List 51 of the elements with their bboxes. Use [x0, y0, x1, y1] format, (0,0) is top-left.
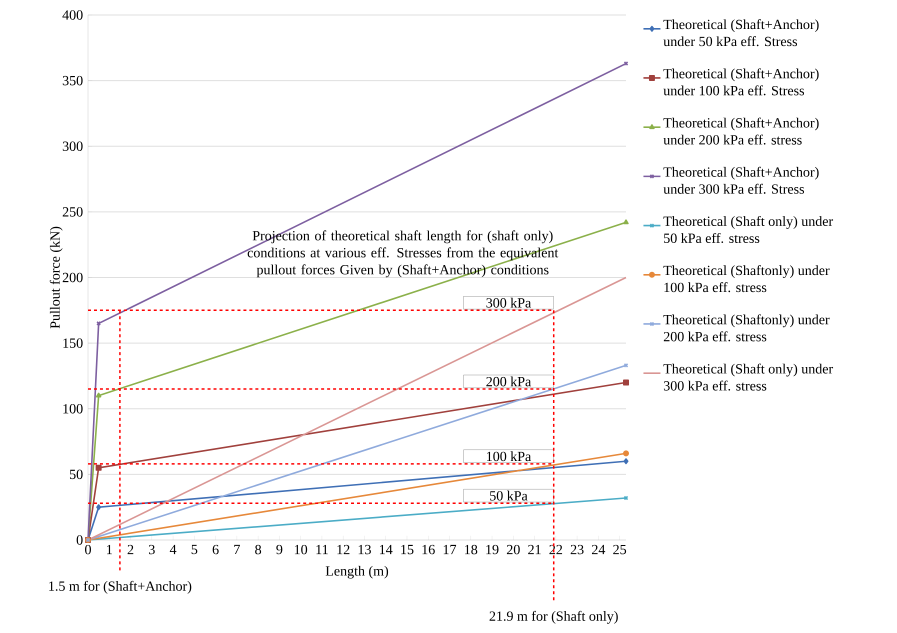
x-tick-label: 3: [148, 544, 155, 554]
x-tick-label: 18: [465, 544, 478, 554]
y-tick-label: 250: [62, 207, 83, 217]
x-tick-label: 2: [128, 544, 134, 554]
x-tick-label: 13: [358, 544, 371, 554]
y-tick-label: 350: [62, 76, 83, 86]
x-tick-label: 6: [212, 544, 219, 554]
x-tick-label: 21: [528, 544, 541, 554]
x-tick-label: 1: [107, 544, 112, 554]
legend-label: Theoretical (Shaft+Anchor) under 50 kPa eff. Stress: [663, 19, 819, 46]
y-axis-title: Pullout force (kN): [50, 226, 63, 328]
ref-line-label: 1.5 m for (Shaft+Anchor): [49, 580, 192, 594]
ref-line-label: 300 kPa: [486, 298, 532, 308]
legend-label: Theoretical (Shaftonly) under 200 kPa eff. stress: [663, 314, 830, 342]
x-tick-label: 12: [337, 544, 350, 554]
x-tick-label: 15: [401, 544, 414, 554]
x-tick-label: 23: [570, 544, 584, 554]
legend-label: Theoretical (Shaft+Anchor) under 100 kPa eff. Stress: [663, 68, 819, 96]
x-tick-label: 10: [294, 544, 308, 554]
x-tick-label: 19: [486, 544, 498, 554]
x-tick-label: 11: [316, 544, 328, 554]
y-tick-label: 200: [62, 272, 83, 282]
y-tick-label: 150: [63, 338, 83, 348]
x-tick-label: 14: [380, 544, 392, 554]
legend-label: Theoretical (Shaft+Anchor) under 300 kPa eff. Stress: [663, 166, 819, 194]
legend-label: Theoretical (Shaftonly) under 100 kPa eff. stress: [663, 265, 830, 292]
x-tick-label: 24: [592, 544, 606, 554]
x-tick-label: 5: [192, 544, 198, 554]
x-tick-label: 7: [234, 544, 240, 554]
x-tick-label: 25: [613, 544, 626, 554]
y-tick-label: 300: [62, 142, 83, 151]
ref-line-label: 200 kPa: [486, 376, 532, 386]
y-tick-label: 100: [63, 404, 83, 414]
y-tick-label: 400: [62, 10, 83, 20]
y-tick-label: 50: [70, 470, 83, 480]
ref-line-label: 21.9 m for (Shaft only): [490, 610, 618, 624]
legend-label: Theoretical (Shaft+Anchor) under 200 kPa eff. stress: [663, 118, 819, 145]
x-axis-title: Length (m): [326, 566, 388, 579]
y-tick-label: 0: [76, 535, 83, 545]
x-tick-label: 4: [170, 544, 176, 554]
x-tick-label: 22: [549, 544, 562, 554]
x-tick-label: 17: [444, 544, 456, 554]
legend-label: Theoretical (Shaft only) under 50 kPa eff. stress: [663, 216, 834, 244]
legend-label: Theoretical (Shaft only) under 300 kPa eff. stress: [663, 364, 834, 391]
x-tick-label: 16: [422, 544, 435, 554]
ref-line-label: 50 kPa: [490, 490, 528, 501]
x-tick-label: 9: [276, 544, 282, 554]
x-tick-label: 8: [255, 544, 262, 554]
ref-line-label: 100 kPa: [486, 451, 532, 462]
x-tick-label: 0: [85, 544, 91, 554]
x-tick-label: 20: [506, 544, 520, 554]
